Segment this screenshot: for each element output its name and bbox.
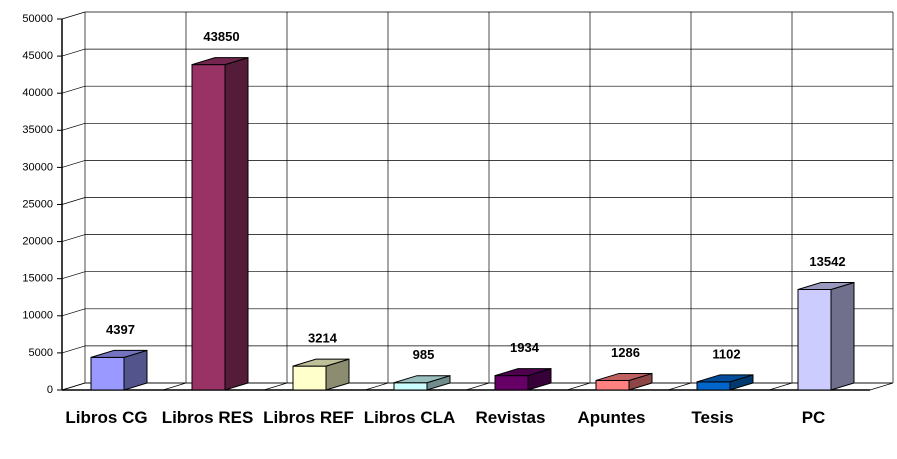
bar-front [90, 356, 125, 391]
floor-line [364, 382, 389, 391]
grid-line [61, 122, 86, 131]
floor-line [768, 382, 793, 391]
y-tick-label: 15000 [22, 273, 53, 285]
bar-front [191, 64, 226, 391]
y-tick-label: 50000 [22, 13, 53, 25]
bar-side [830, 281, 855, 391]
bar-top [797, 282, 855, 291]
y-tick-label: 35000 [22, 124, 53, 136]
value-label: 43850 [203, 29, 239, 44]
y-tick-label: 25000 [22, 198, 53, 210]
bar [797, 281, 855, 391]
grid-line [61, 234, 86, 242]
x-tick-label: Apuntes [577, 408, 646, 427]
floor-line [869, 382, 894, 391]
value-label: 3214 [308, 331, 338, 346]
bar [393, 375, 451, 391]
x-tick-label: Libros REF [263, 408, 354, 427]
bar-front [797, 289, 832, 391]
bar-top [393, 375, 451, 384]
bar [494, 367, 552, 391]
bar-top [191, 57, 249, 66]
x-tick-label: Libros CG [65, 408, 148, 427]
x-tick-label: PC [801, 408, 826, 427]
value-label: 985 [413, 347, 435, 362]
x-tick-label: Libros CLA [363, 408, 456, 427]
bar-top [292, 358, 350, 367]
bar [696, 374, 754, 391]
bar-front [696, 381, 731, 391]
bar [90, 349, 148, 391]
y-tick-label: 45000 [22, 50, 53, 62]
grid-line [61, 85, 86, 94]
grid-line [61, 11, 86, 20]
y-tick-label: 30000 [22, 161, 53, 173]
grid-line [61, 160, 86, 168]
grid-line [61, 197, 86, 205]
value-label: 1286 [611, 345, 640, 360]
bar-top [494, 368, 552, 377]
bar-front [595, 379, 630, 391]
floor-line [465, 382, 490, 391]
y-tick-label: 20000 [22, 236, 53, 248]
grid-line [61, 271, 86, 280]
grid-line [61, 308, 86, 317]
value-label: 1934 [510, 340, 540, 355]
value-label: 13542 [809, 254, 845, 269]
y-tick-label: 40000 [22, 87, 53, 99]
floor-line [667, 382, 692, 391]
y-tick-label: 5000 [29, 347, 53, 359]
bar-top [696, 374, 754, 383]
floor-line [162, 382, 187, 391]
grid-line [61, 345, 86, 354]
floor-line [566, 382, 591, 391]
value-label: 4397 [106, 322, 135, 337]
x-tick-label: Revistas [475, 408, 546, 427]
bar [292, 358, 350, 391]
bar-top [595, 372, 653, 381]
y-tick-label: 10000 [22, 310, 53, 322]
bar-front [494, 375, 529, 391]
bar-side [224, 56, 249, 391]
bar-top [90, 349, 148, 358]
x-tick-label: Tesis [691, 408, 734, 427]
bar [191, 56, 249, 391]
grid-line [61, 382, 86, 391]
bar [595, 372, 653, 391]
y-tick-label: 0 [47, 384, 53, 396]
bar-front [393, 382, 428, 391]
value-label: 1102 [712, 346, 740, 361]
grid-line [61, 48, 86, 57]
x-tick-label: Libros RES [161, 408, 254, 427]
floor-line [263, 382, 288, 391]
bar-front [292, 365, 327, 391]
